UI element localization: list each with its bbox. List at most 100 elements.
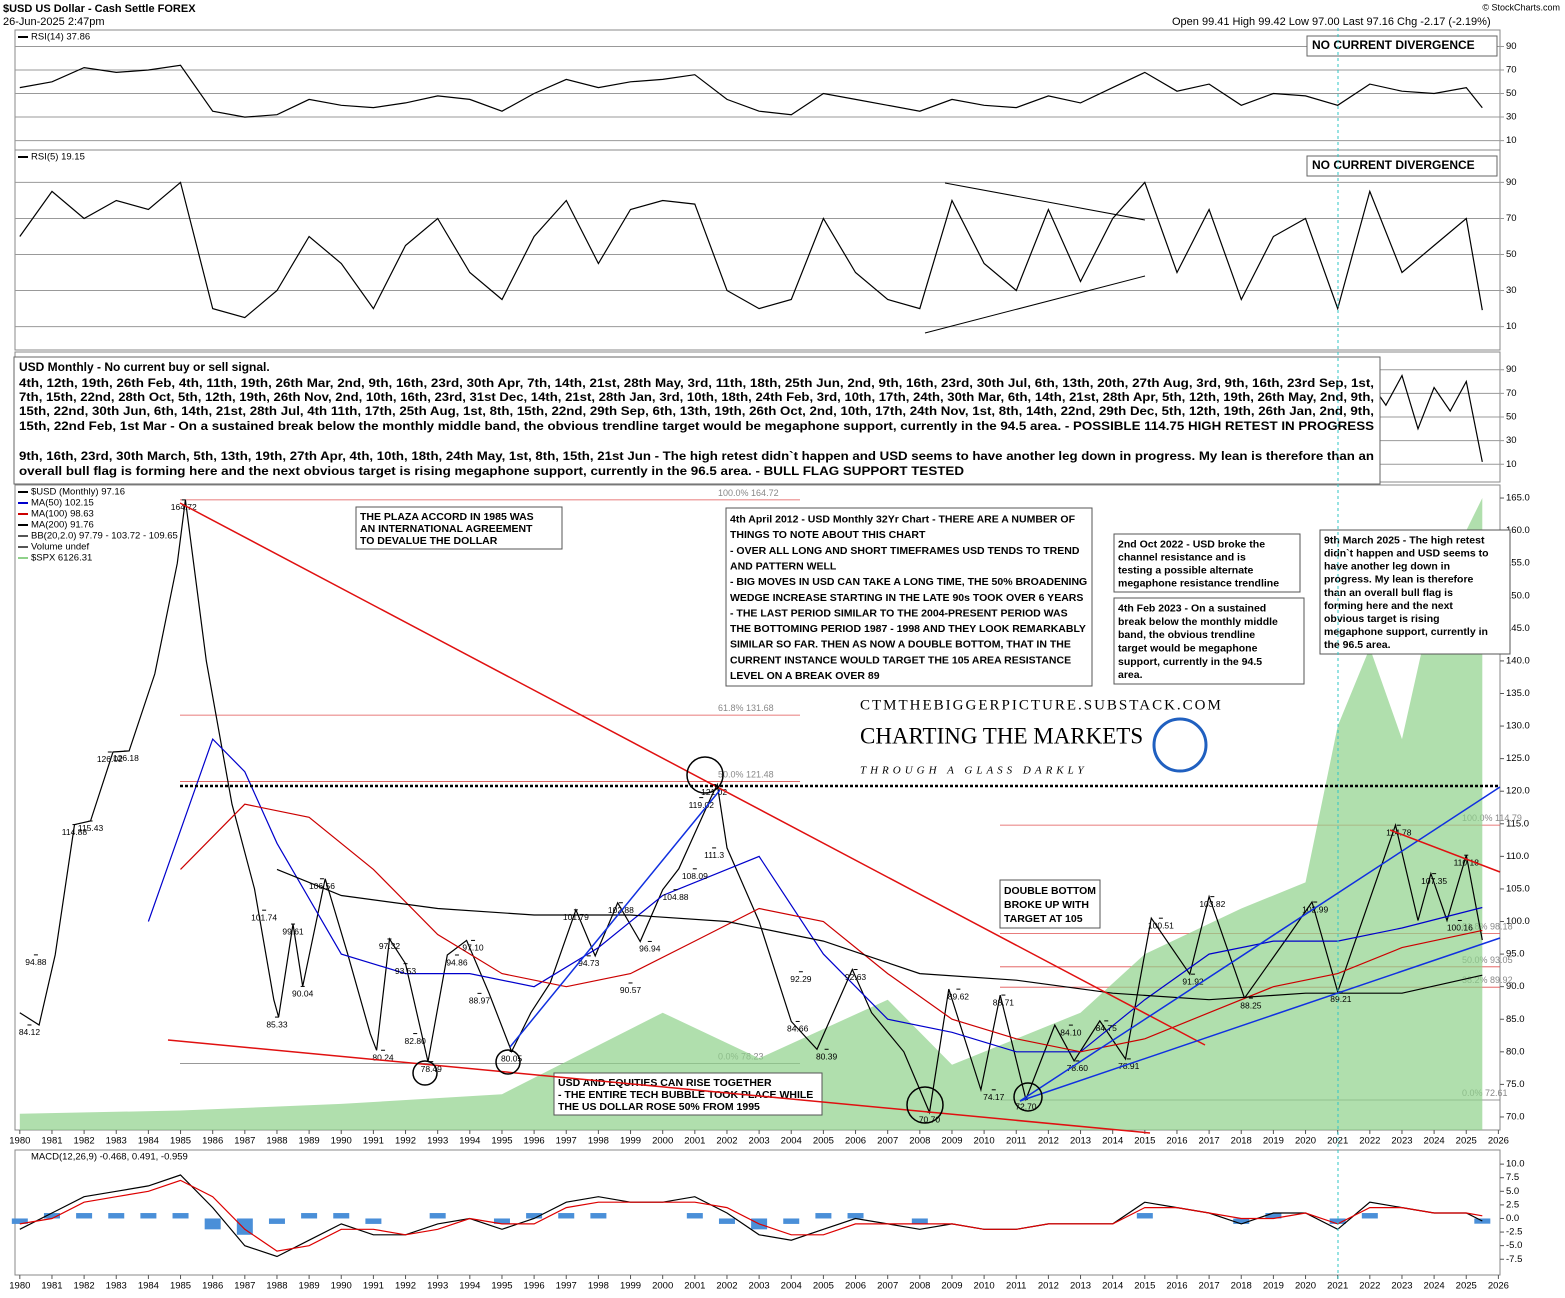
x-tick-label: 1984 (138, 1281, 159, 1292)
x-tick-label: 2006 (845, 1136, 866, 1147)
y-tick-label: -7.5 (1506, 1254, 1522, 1265)
price-label: 84.75 (1096, 1023, 1118, 1033)
y-tick-label: -2.5 (1506, 1227, 1522, 1238)
histogram-bar (590, 1213, 607, 1219)
histogram-bar (140, 1213, 157, 1219)
annotation-line: THE BOTTOMING PERIOD 1987 - 1998 AND THE… (730, 623, 1086, 635)
legend-label: Volume undef (31, 542, 89, 553)
histogram-bar (204, 1218, 221, 1230)
histogram-bar (815, 1213, 832, 1219)
y-tick-label: 2.5 (1506, 1199, 1519, 1210)
histogram-bar (558, 1213, 575, 1219)
annotation-line: LEVEL ON A BREAK OVER 89 (730, 670, 880, 682)
x-tick-label: 1992 (395, 1136, 416, 1147)
watermark-title: CHARTING THE MARKETS (860, 723, 1143, 748)
trendline (944, 182, 1146, 221)
price-label: 107.35 (1421, 876, 1447, 886)
note-line: USD Monthly - No current buy or sell sig… (19, 360, 270, 374)
x-tick-label: 2022 (1359, 1281, 1380, 1292)
annotation-text: NO CURRENT DIVERGENCE (1312, 158, 1475, 172)
legend-label: MACD(12,26,9) -0.468, 0.491, -0.959 (31, 1152, 188, 1163)
histogram-bar (301, 1213, 318, 1219)
x-tick-label: 1984 (138, 1136, 159, 1147)
fib-percent: 61.8% (718, 703, 744, 713)
circle-marker (495, 1049, 521, 1075)
annotation-line: the 96.5 area. (1324, 639, 1391, 651)
price-label: 119.02 (689, 800, 715, 810)
histogram-bar (1329, 1218, 1346, 1224)
circle-marker (1013, 1082, 1043, 1112)
y-tick-label: 75.0 (1506, 1079, 1525, 1090)
x-tick-label: 2005 (813, 1136, 834, 1147)
x-tick-label: 2016 (1166, 1136, 1187, 1147)
x-tick-label: 2004 (781, 1136, 802, 1147)
price-label: 97.32 (379, 941, 401, 951)
histogram-bar (1265, 1213, 1282, 1219)
price-label: 100.51 (1148, 920, 1174, 930)
annotation-line: testing a possible alternate (1118, 564, 1254, 576)
annotation-line: megaphone support, currently in (1324, 626, 1488, 638)
x-tick-label: 2003 (749, 1136, 770, 1147)
x-tick-label: 2018 (1231, 1136, 1252, 1147)
note-line: 7th, 15th, 22nd, 28th Oct, 5th, 12th, 19… (19, 390, 1374, 404)
line (1369, 374, 1483, 463)
annotation-line: obvious target is rising (1324, 613, 1440, 625)
annotation-box (1113, 533, 1301, 593)
x-tick-label: 1998 (588, 1281, 609, 1292)
note-line: 9th, 16th, 23rd, 30th March, 5th, 13th, … (19, 449, 1374, 463)
histogram-bar (526, 1213, 543, 1219)
price-label: 88.25 (1240, 1000, 1262, 1010)
annotation-line: WEDGE INCREASE STARTING IN THE LATE 90s … (730, 592, 1083, 604)
x-tick-label: 2017 (1199, 1281, 1220, 1292)
line (19, 499, 1483, 1115)
price-label: 93.53 (395, 966, 417, 976)
annotation-text: NO CURRENT DIVERGENCE (1312, 38, 1475, 52)
x-tick-label: 1990 (331, 1136, 352, 1147)
x-tick-label: 1988 (266, 1281, 287, 1292)
y-tick-label: 30 (1506, 285, 1517, 296)
legend-label: $SPX 6126.31 (31, 553, 92, 564)
x-tick-label: 2019 (1263, 1281, 1284, 1292)
line (180, 803, 1483, 1053)
x-tick-label: 2000 (652, 1136, 673, 1147)
price-label: 97.10 (462, 943, 484, 953)
annotation-line: 9th March 2025 - The high retest (1324, 534, 1485, 546)
trendline (924, 275, 1146, 334)
price-label: 89.62 (948, 991, 970, 1001)
x-tick-label: 2011 (1006, 1281, 1026, 1292)
legend-label: MA(100) 98.63 (31, 509, 94, 520)
y-tick-label: -5.0 (1506, 1240, 1522, 1251)
x-tick-label: 2013 (1070, 1281, 1091, 1292)
y-tick-label: 7.5 (1506, 1172, 1519, 1183)
y-tick-label: 50 (1506, 249, 1517, 260)
histogram-bar (172, 1213, 189, 1219)
y-tick-label: 150.0 (1506, 590, 1530, 601)
y-tick-label: 70 (1506, 213, 1517, 224)
x-tick-label: 2014 (1102, 1281, 1123, 1292)
x-tick-label: 1991 (363, 1281, 384, 1292)
quote: Open 99.41 High 99.42 Low 97.00 Last 97.… (1172, 16, 1491, 28)
note-line: 15th, 22nd Feb, 1st Mar - On a sustained… (19, 419, 1374, 433)
price-label: 80.24 (372, 1053, 394, 1063)
line (19, 1174, 1483, 1258)
legend-label: RSI(5) 19.15 (31, 152, 85, 163)
annotation-line: USD AND EQUITIES CAN RISE TOGETHER (558, 1077, 772, 1089)
annotation-box (1306, 155, 1498, 177)
y-tick-label: 90 (1506, 177, 1517, 188)
y-tick-label: 10 (1506, 321, 1517, 332)
x-tick-label: 1981 (41, 1136, 62, 1147)
histogram-bar (236, 1218, 253, 1235)
price-label: 99.61 (282, 926, 304, 936)
x-tick-label: 2005 (813, 1281, 834, 1292)
price-label: 84.66 (787, 1024, 809, 1034)
price-label: 114.88 (62, 827, 88, 837)
y-tick-label: 0.0 (1506, 1213, 1519, 1224)
histogram-bar (429, 1213, 446, 1219)
legend-label: $USD (Monthly) 97.16 (31, 487, 125, 498)
x-tick-label: 1997 (556, 1281, 577, 1292)
x-tick-label: 2026 (1488, 1136, 1509, 1147)
x-tick-label: 2004 (781, 1281, 802, 1292)
x-tick-label: 2008 (909, 1281, 930, 1292)
annotation-line: break below the monthly middle (1118, 616, 1278, 628)
price-label: 78.49 (421, 1064, 443, 1074)
